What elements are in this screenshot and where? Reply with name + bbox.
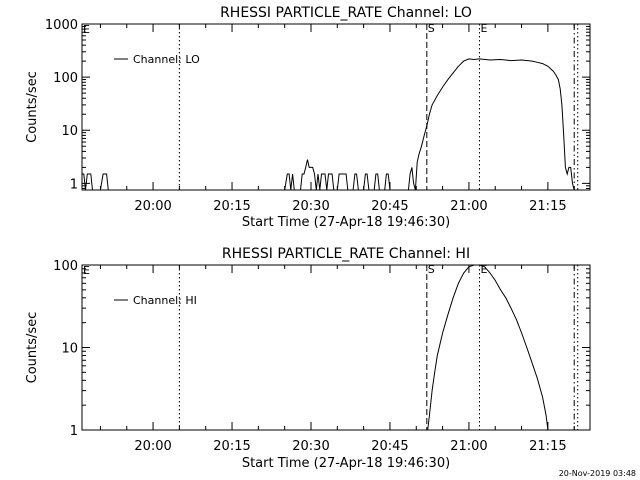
x-tick-label: 20:45 (371, 199, 408, 214)
legend-label: Channel: HI (133, 294, 197, 307)
series-line (82, 58, 575, 190)
y-tick-label: 10 (61, 124, 78, 139)
plot-frame (81, 23, 591, 191)
y-axis-label: Counts/sec (25, 312, 40, 384)
reference-line-label: E (480, 22, 487, 35)
chart-title: RHESSI PARTICLE_RATE Channel: HI (222, 246, 470, 262)
corner-marker: E (83, 23, 90, 36)
lo-channel-panel: RHESSI PARTICLE_RATE Channel: LO 20:00 20:… (25, 5, 591, 230)
legend-label: Channel: LO (133, 53, 200, 66)
x-tick-label: 20:15 (213, 439, 250, 454)
footer-timestamp: 20-Nov-2019 03:48 (559, 469, 636, 478)
reference-line-label: E (480, 263, 487, 276)
x-tick-label: 20:30 (292, 439, 329, 454)
y-tick-label: 1 (70, 424, 78, 439)
x-axis-label: Start Time (27-Apr-18 19:46:30) (242, 215, 450, 230)
x-tick-label: 20:45 (371, 439, 408, 454)
x-tick-label: 20:30 (292, 199, 329, 214)
x-tick-label: 21:15 (529, 439, 566, 454)
reference-line-label: S (428, 22, 435, 35)
reference-line-label: S (428, 263, 435, 276)
y-tick-label: 1 (70, 177, 78, 192)
plot-frame (81, 264, 591, 431)
x-tick-label: 21:15 (529, 199, 566, 214)
x-axis-label: Start Time (27-Apr-18 19:46:30) (242, 456, 450, 471)
hi-channel-panel: RHESSI PARTICLE_RATE Channel: HI 20:00 20:… (25, 246, 591, 471)
chart-title: RHESSI PARTICLE_RATE Channel: LO (220, 5, 472, 21)
y-tick-label: 100 (53, 71, 78, 86)
y-tick-label: 100 (53, 259, 78, 274)
y-tick-label: 10 (61, 342, 78, 357)
corner-marker: E (83, 264, 90, 277)
x-tick-label: 21:00 (450, 199, 487, 214)
series-line (427, 265, 549, 430)
x-tick-label: 20:00 (134, 199, 171, 214)
x-tick-label: 21:00 (450, 439, 487, 454)
y-axis-label: Counts/sec (25, 71, 40, 143)
y-tick-label: 1000 (45, 18, 78, 33)
x-tick-label: 20:15 (213, 199, 250, 214)
x-tick-label: 20:00 (134, 439, 171, 454)
